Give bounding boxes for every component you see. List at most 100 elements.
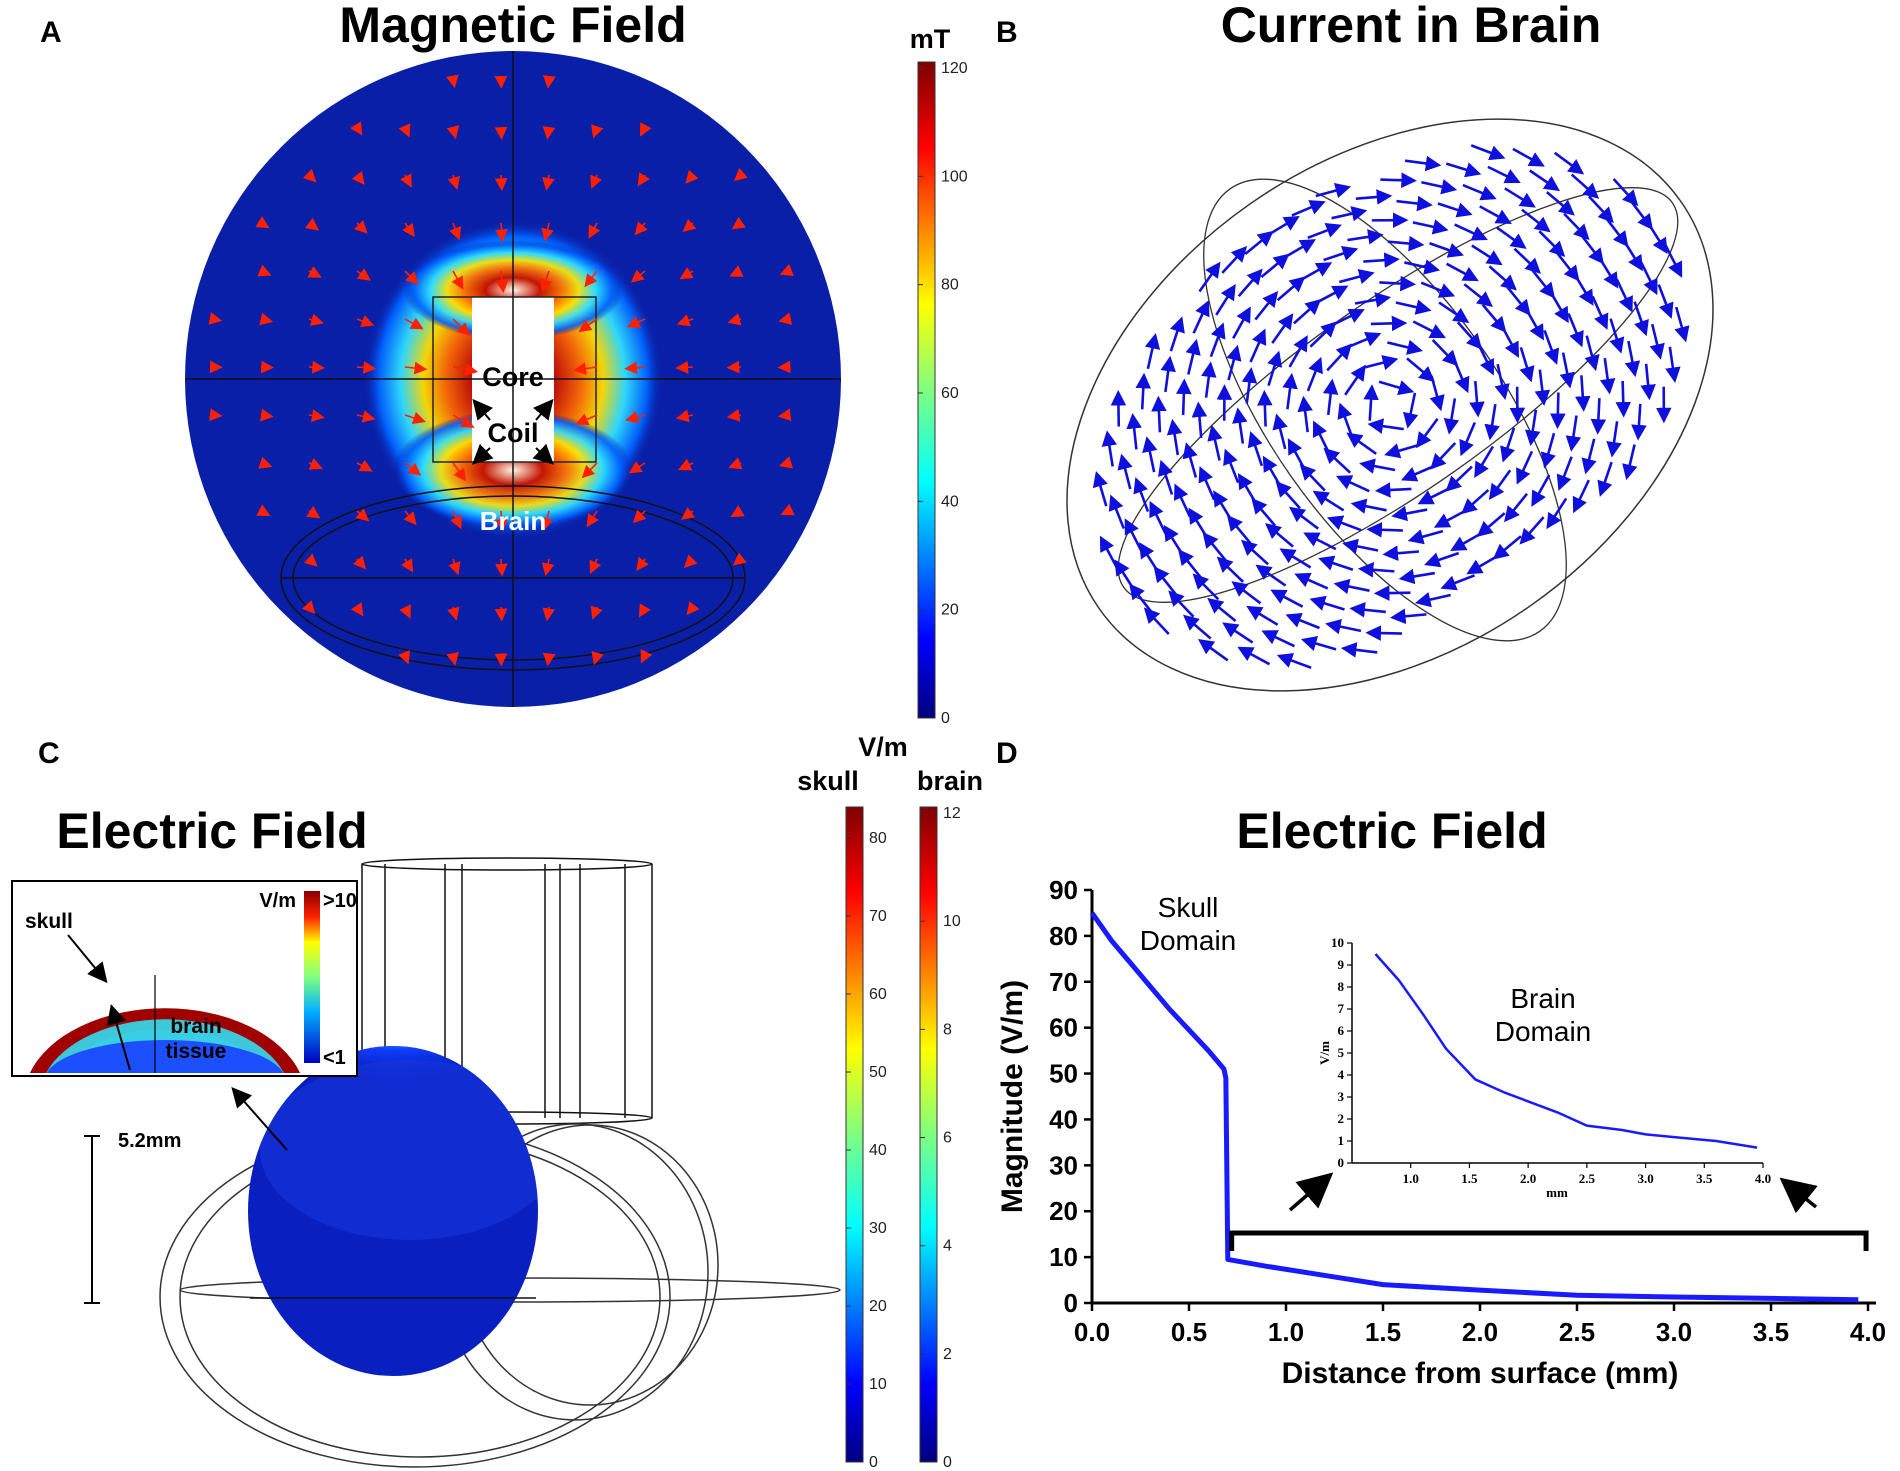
- current-vector: [1110, 389, 1127, 427]
- field-vector: [452, 363, 479, 376]
- field-vector: [352, 555, 367, 570]
- magnetic-field-vectors: [208, 74, 795, 667]
- y-tick-label: 30: [1049, 1150, 1078, 1180]
- field-vector: [541, 558, 555, 577]
- colorbar-skull-tick-label: 30: [869, 1220, 887, 1237]
- field-vector: [307, 266, 322, 278]
- current-vector: [1384, 443, 1420, 459]
- current-vector: [1363, 384, 1379, 421]
- core-label: Core: [482, 362, 544, 392]
- field-vector: [404, 361, 428, 375]
- current-vector: [1584, 335, 1600, 372]
- field-vector: [452, 462, 467, 482]
- current-vector: [1191, 401, 1208, 439]
- current-vector: [1640, 261, 1658, 296]
- panel-c: C Electric Field: [11, 732, 983, 1471]
- current-vector: [1355, 189, 1393, 205]
- current-vector: [1291, 200, 1326, 217]
- current-vector: [1429, 375, 1445, 412]
- current-vector: [1615, 278, 1633, 313]
- current-vector: [1126, 412, 1142, 450]
- current-vector: [1462, 183, 1497, 201]
- colorbar-a: [917, 61, 936, 719]
- current-vector: [1531, 474, 1551, 507]
- current-vector: [1276, 653, 1312, 669]
- current-vector: [1443, 398, 1460, 435]
- current-vector: [1169, 316, 1185, 352]
- field-vector: [495, 270, 509, 294]
- current-vector: [1366, 522, 1403, 538]
- field-vector: [398, 123, 411, 138]
- current-vector: [1390, 608, 1427, 625]
- current-vector: [1387, 339, 1423, 355]
- field-vector: [301, 600, 316, 615]
- current-vector: [1362, 355, 1399, 371]
- current-vector: [1173, 483, 1192, 518]
- current-vector: [1331, 308, 1365, 327]
- y-tick-label: 60: [1049, 1013, 1078, 1043]
- current-vector: [1241, 367, 1258, 404]
- current-vector: [1282, 372, 1298, 410]
- field-vector: [589, 558, 602, 574]
- current-vector: [1573, 273, 1594, 306]
- current-vector: [1466, 554, 1499, 575]
- current-vector: [1631, 403, 1647, 441]
- current-vector: [1406, 357, 1435, 382]
- current-vector: [1232, 306, 1251, 340]
- current-vector: [1323, 246, 1359, 262]
- current-vector: [1504, 492, 1529, 523]
- colorbar-skull-tick-label: 80: [869, 830, 887, 847]
- field-vector: [575, 413, 598, 426]
- current-vector: [1338, 269, 1375, 285]
- field-vector: [404, 411, 426, 425]
- brain-domain-bracket: [1229, 1230, 1869, 1251]
- current-vector: [1299, 262, 1333, 282]
- field-vector: [449, 222, 462, 241]
- field-vector: [543, 75, 556, 89]
- colorbar-brain-tick-label: 8: [943, 1021, 952, 1038]
- current-vector: [1192, 573, 1220, 601]
- current-vector: [1283, 239, 1316, 259]
- current-vector: [1117, 453, 1133, 490]
- x-tick-label: 2.5: [1559, 1317, 1595, 1347]
- current-vector: [1400, 464, 1436, 482]
- field-vector: [678, 458, 694, 471]
- x-tick-label: 1.0: [1268, 1317, 1304, 1347]
- field-vector: [591, 650, 604, 666]
- panel-c-title: Electric Field: [56, 803, 367, 859]
- current-vector: [1322, 378, 1339, 416]
- current-vector: [1092, 471, 1108, 507]
- field-vector: [447, 606, 460, 621]
- field-vector: [591, 124, 604, 139]
- current-vector: [1198, 261, 1221, 293]
- colorbar-brain-tick-label: 10: [943, 913, 961, 930]
- colorbar-skull-tick-label: 50: [869, 1064, 887, 1081]
- panel-a-title: Magnetic Field: [339, 0, 686, 53]
- field-vector: [302, 168, 317, 183]
- skull-domain-label-1: Skull: [1158, 892, 1219, 923]
- colorbar-a-unit: mT: [910, 24, 951, 54]
- current-vector: [1382, 545, 1420, 561]
- colorbar-skull-tick-label: 0: [869, 1454, 878, 1471]
- current-vector: [1124, 518, 1143, 552]
- field-vector: [303, 553, 318, 567]
- current-vector: [1563, 212, 1590, 241]
- current-vector: [1433, 509, 1467, 528]
- current-vector: [1488, 469, 1512, 500]
- colorbar-skull-tick-label: 10: [869, 1376, 887, 1393]
- current-vector: [1496, 226, 1527, 249]
- field-vector: [304, 217, 320, 231]
- current-vector: [1272, 413, 1288, 450]
- current-vector: [1513, 247, 1542, 274]
- current-vector: [1471, 244, 1503, 266]
- current-vector: [1479, 205, 1512, 224]
- current-vector: [1395, 299, 1432, 315]
- current-vector: [1379, 275, 1416, 292]
- current-vector: [1276, 276, 1306, 302]
- current-vector: [1237, 268, 1263, 298]
- current-vector: [1251, 497, 1277, 527]
- current-vector: [1209, 322, 1226, 358]
- current-vector: [1391, 505, 1428, 522]
- panel-a-letter: A: [40, 16, 62, 49]
